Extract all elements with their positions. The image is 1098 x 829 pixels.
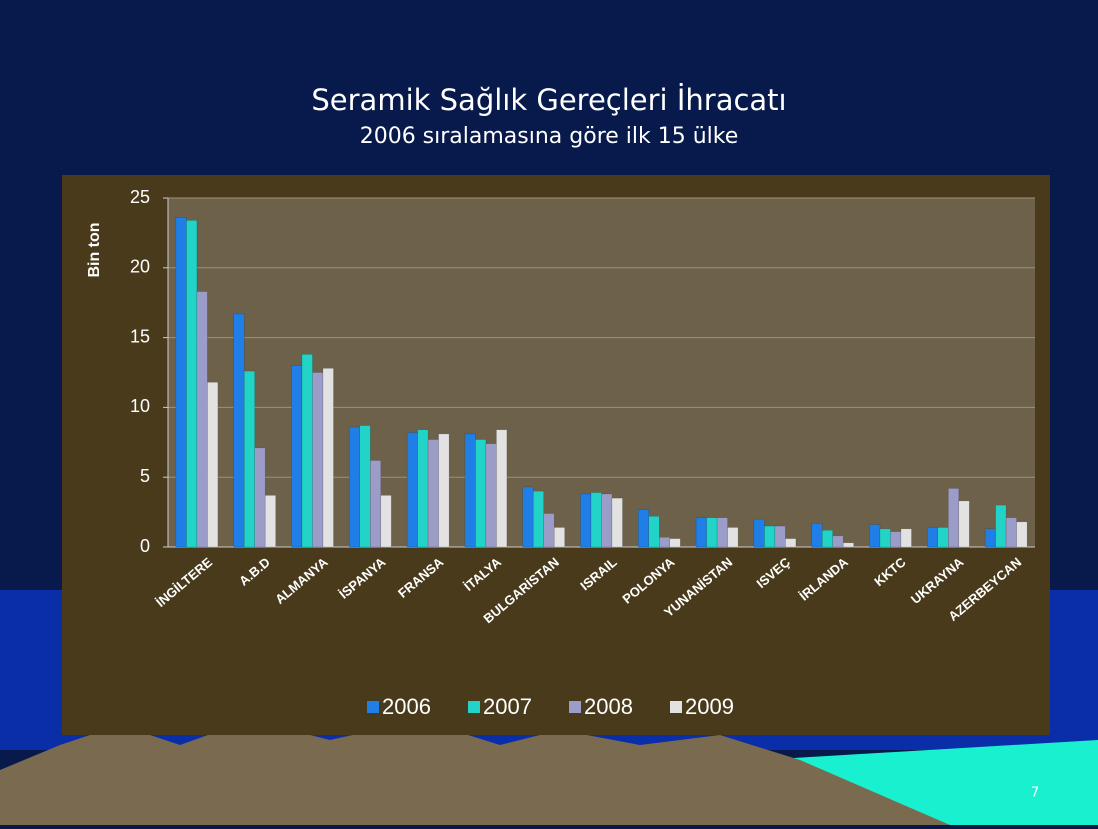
bar xyxy=(891,532,902,547)
bar xyxy=(292,366,303,547)
y-tick-label: 15 xyxy=(130,326,150,346)
bar xyxy=(265,495,276,547)
bar xyxy=(244,371,255,547)
subtitle: 2006 sıralamasına göre ilk 15 ülke xyxy=(360,124,739,149)
bar xyxy=(901,529,912,547)
legend-label: 2007 xyxy=(483,694,532,719)
bar xyxy=(1017,522,1028,547)
bar xyxy=(544,513,555,547)
bar xyxy=(176,218,187,547)
bar xyxy=(996,505,1007,547)
bar xyxy=(707,518,718,547)
bar xyxy=(670,539,681,547)
bar xyxy=(370,460,381,547)
bar xyxy=(764,526,775,547)
bar xyxy=(638,509,649,547)
bar xyxy=(812,523,823,547)
bar xyxy=(313,373,324,548)
bar xyxy=(591,493,602,547)
bar xyxy=(465,434,476,547)
bar xyxy=(197,292,208,547)
bar xyxy=(581,494,592,547)
bar xyxy=(985,529,996,547)
bar xyxy=(186,220,197,547)
bar xyxy=(360,426,371,547)
bar xyxy=(938,527,949,547)
title: Seramik Sağlık Gereçleri İhracatı xyxy=(311,83,786,117)
y-tick-label: 5 xyxy=(140,466,150,486)
bar xyxy=(728,527,739,547)
bar xyxy=(870,525,881,547)
legend-swatch xyxy=(468,701,480,713)
legend-swatch xyxy=(569,701,581,713)
bar xyxy=(602,494,613,547)
bar xyxy=(659,537,670,547)
legend-label: 2008 xyxy=(584,694,633,719)
y-tick-label: 0 xyxy=(140,536,150,556)
legend-label: 2006 xyxy=(382,694,431,719)
slide-number: 7 xyxy=(1031,786,1039,801)
bar xyxy=(349,427,360,547)
y-tick-label: 20 xyxy=(130,257,150,277)
bar xyxy=(439,434,450,547)
bar xyxy=(754,519,765,547)
bar xyxy=(428,440,439,547)
bar xyxy=(649,516,660,547)
bar xyxy=(234,314,245,547)
bar xyxy=(523,487,534,547)
bar xyxy=(696,518,707,547)
bar xyxy=(948,488,959,547)
bar xyxy=(255,448,266,547)
bar xyxy=(822,530,833,547)
bar xyxy=(533,491,544,547)
bar xyxy=(418,430,429,547)
bar xyxy=(833,536,844,547)
bar xyxy=(475,440,486,547)
bar xyxy=(785,539,796,547)
bar xyxy=(207,382,218,547)
bar xyxy=(323,368,334,547)
bar xyxy=(927,527,938,547)
bar xyxy=(843,543,854,547)
bar xyxy=(381,495,392,547)
bar xyxy=(1006,518,1017,547)
bar xyxy=(880,529,891,547)
slide: Seramik Sağlık Gereçleri İhracatı 2006 s… xyxy=(0,0,1098,825)
bar xyxy=(612,498,623,547)
bar xyxy=(775,526,786,547)
bar xyxy=(407,433,418,547)
y-tick-label: 25 xyxy=(130,187,150,207)
bar xyxy=(717,518,728,547)
bar xyxy=(496,430,507,547)
y-axis-label: Bin ton xyxy=(86,222,103,277)
legend-swatch xyxy=(367,701,379,713)
bar xyxy=(959,501,970,547)
bar xyxy=(554,527,565,547)
bar xyxy=(486,444,497,547)
legend-swatch xyxy=(670,701,682,713)
legend-label: 2009 xyxy=(685,694,734,719)
bar xyxy=(302,354,313,547)
y-tick-label: 10 xyxy=(130,396,150,416)
